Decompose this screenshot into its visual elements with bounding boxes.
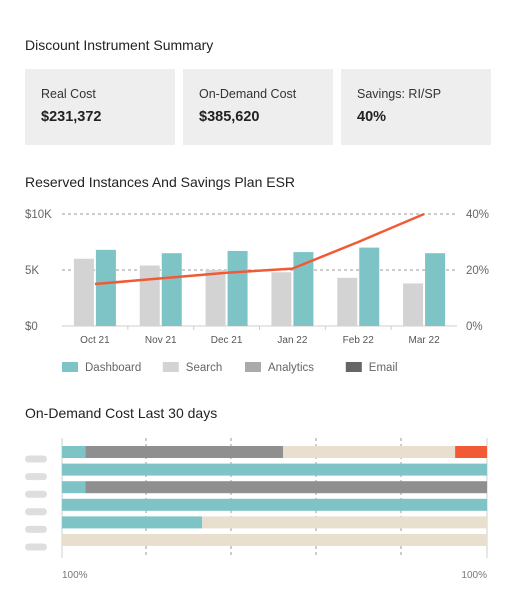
x-tick-label: Mar 22: [409, 335, 441, 346]
bar-search: [271, 272, 292, 326]
legend-swatch: [162, 362, 179, 372]
x-tick-label-left: 100%: [62, 570, 88, 581]
legend-label: Analytics: [268, 362, 314, 374]
stacked-segment: [62, 516, 203, 529]
bar-search: [139, 265, 160, 326]
esr-line: [94, 212, 425, 286]
bar-search: [337, 277, 358, 326]
y-right-tick-label: 40%: [466, 209, 489, 221]
x-tick-label: Nov 21: [145, 335, 177, 346]
stacked-segment: [85, 481, 487, 494]
row-label-placeholder: [25, 543, 47, 551]
stacked-segment: [62, 534, 487, 546]
kpi-card-real-cost: Real Cost $231,372: [25, 69, 175, 145]
stacked-segment: [85, 446, 283, 458]
y-right-tick-label: 20%: [466, 265, 489, 277]
ondemand-chart-title: On-Demand Cost Last 30 days: [25, 405, 218, 421]
row-label-placeholder: [25, 473, 47, 481]
bar-search: [403, 283, 424, 326]
kpi-card-on-demand-cost: On-Demand Cost $385,620: [183, 69, 333, 145]
kpi-value: $385,620: [199, 109, 260, 125]
bar-dashboard: [95, 249, 116, 326]
bar-dashboard: [425, 253, 446, 326]
x-tick-label: Oct 21: [80, 335, 110, 346]
bar-dashboard: [359, 247, 380, 326]
kpi-card-savings: Savings: RI/SP 40%: [341, 69, 491, 145]
legend-swatch: [62, 362, 78, 372]
stacked-segment: [62, 463, 487, 476]
legend-swatch: [345, 362, 362, 372]
stacked-segment: [283, 446, 456, 458]
y-left-tick-label: $0: [25, 321, 38, 333]
kpi-value: 40%: [357, 109, 387, 125]
x-tick-label: Dec 21: [211, 335, 243, 346]
legend-label: Search: [186, 362, 222, 374]
bar-search: [73, 258, 94, 326]
x-tick-label: Feb 22: [343, 335, 375, 346]
bar-dashboard: [161, 253, 182, 326]
x-tick-label-right: 100%: [461, 570, 487, 581]
legend-label: Email: [369, 362, 398, 374]
kpi-label: On-Demand Cost: [199, 87, 297, 101]
esr-chart-title: Reserved Instances And Savings Plan ESR: [25, 174, 296, 190]
bar-dashboard: [293, 252, 314, 326]
kpi-label: Savings: RI/SP: [357, 87, 442, 101]
stacked-segment: [62, 481, 86, 494]
row-label-placeholder: [25, 525, 47, 533]
stacked-segment: [202, 516, 487, 529]
row-label-placeholder: [25, 490, 47, 498]
kpi-label: Real Cost: [41, 87, 96, 101]
stacked-segment: [455, 446, 487, 458]
x-tick-label: Jan 22: [277, 335, 307, 346]
bar-search: [205, 270, 226, 326]
stacked-segment: [62, 446, 86, 458]
legend-swatch: [245, 362, 261, 372]
row-label-placeholder: [25, 508, 47, 516]
summary-title: Discount Instrument Summary: [25, 37, 214, 53]
legend-label: Dashboard: [85, 362, 141, 374]
y-left-tick-label: 5K: [25, 265, 39, 277]
stacked-segment: [62, 498, 487, 511]
kpi-value: $231,372: [41, 109, 102, 125]
y-left-tick-label: $10K: [25, 209, 52, 221]
y-right-tick-label: 0%: [466, 321, 483, 333]
bar-dashboard: [227, 250, 248, 326]
row-label-placeholder: [25, 455, 47, 463]
